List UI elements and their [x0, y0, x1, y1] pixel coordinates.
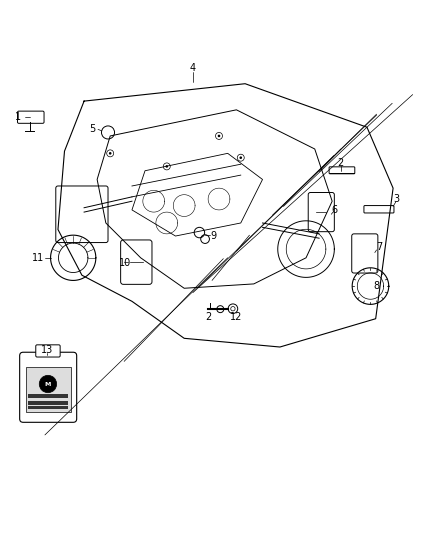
Text: 2: 2: [205, 312, 212, 321]
Text: 2: 2: [338, 158, 344, 168]
Text: M: M: [45, 382, 51, 386]
Circle shape: [166, 165, 168, 168]
Text: 5: 5: [90, 124, 96, 134]
Circle shape: [218, 135, 220, 137]
Circle shape: [240, 156, 242, 159]
FancyBboxPatch shape: [36, 345, 60, 357]
Text: 6: 6: [331, 205, 337, 215]
Text: 10: 10: [119, 258, 131, 268]
FancyBboxPatch shape: [26, 367, 71, 412]
Text: 13: 13: [41, 345, 53, 355]
Text: 4: 4: [190, 63, 196, 74]
Text: 7: 7: [376, 242, 382, 252]
FancyBboxPatch shape: [20, 352, 77, 422]
Circle shape: [109, 152, 112, 155]
Text: 9: 9: [211, 231, 217, 241]
Circle shape: [39, 375, 57, 393]
FancyBboxPatch shape: [28, 394, 68, 398]
FancyBboxPatch shape: [28, 401, 68, 405]
Text: 3: 3: [393, 194, 399, 204]
Text: 12: 12: [230, 312, 243, 321]
Text: 8: 8: [374, 281, 380, 291]
FancyBboxPatch shape: [28, 406, 68, 409]
Text: 11: 11: [32, 253, 45, 263]
Text: 1: 1: [15, 112, 21, 122]
